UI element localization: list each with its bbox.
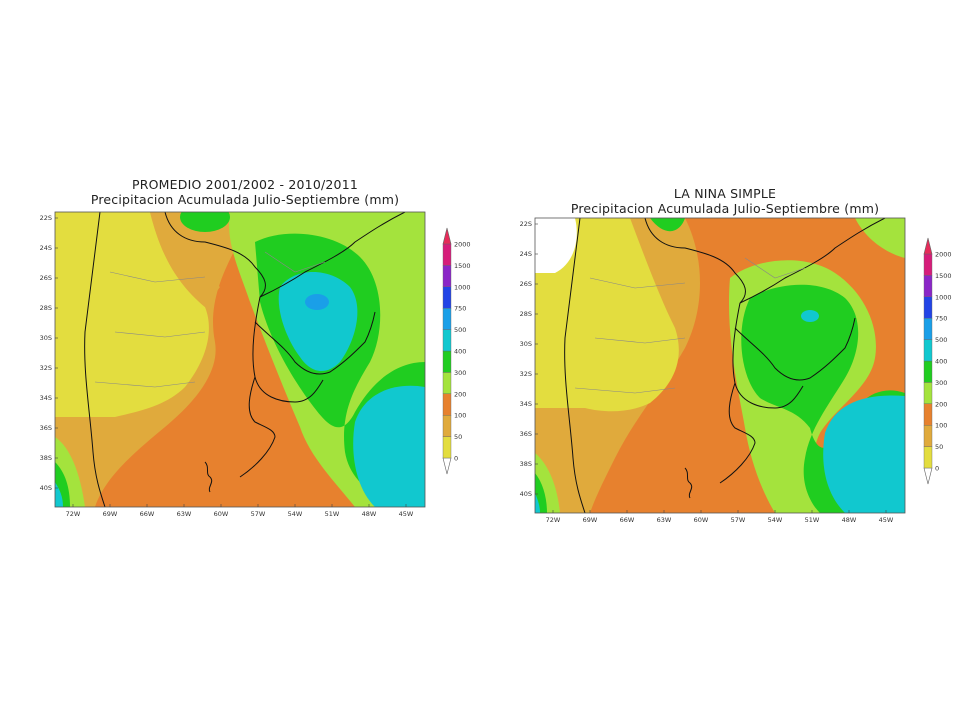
panel-promedio: PROMEDIO 2001/2002 - 2010/2011 Precipita…: [20, 170, 471, 530]
lat-tick-label: 36S: [40, 424, 52, 432]
lat-tick-label: 30S: [520, 340, 532, 348]
lat-tick-label: 32S: [520, 370, 532, 378]
colorbar-segment: [442, 243, 452, 266]
lat-tick-label: 40S: [40, 484, 52, 492]
colorbar-segment: [442, 393, 452, 416]
lon-tick-label: 60W: [214, 510, 229, 518]
colorbar-label: 50: [454, 433, 462, 441]
colorbar-segment: [442, 350, 452, 373]
lon-tick-label: 60W: [694, 516, 709, 524]
lat-tick-label: 36S: [520, 430, 532, 438]
colorbar-segment: [923, 382, 933, 404]
lat-tick-label: 28S: [520, 310, 532, 318]
lat-tick-label: 40S: [520, 490, 532, 498]
lon-tick-label: 63W: [177, 510, 192, 518]
colorbar-segment: [923, 317, 933, 340]
lon-tick-label: 57W: [251, 510, 266, 518]
lon-tick-label: 48W: [842, 516, 857, 524]
panel-subtitle: Precipitacion Acumulada Julio-Septiembre…: [90, 192, 400, 207]
colorbar-label: 1000: [935, 293, 952, 301]
colorbar-label: 50: [935, 443, 943, 451]
colorbar-segment: [923, 275, 933, 298]
colorbar-segment: [923, 424, 933, 447]
panel-la-nina: LA NINA SIMPLE Precipitacion Acumulada J…: [495, 180, 955, 540]
colorbar-segment: [442, 329, 452, 352]
lat-tick-label: 30S: [40, 334, 52, 342]
lat-tick-label: 34S: [40, 394, 52, 402]
colorbar-segment: [923, 339, 933, 362]
lat-tick-label: 22S: [40, 214, 52, 222]
colorbar-label: 400: [454, 348, 466, 356]
colorbar-label: 1500: [935, 272, 952, 280]
colorbar-segment: [923, 403, 933, 426]
colorbar-segment: [442, 436, 452, 459]
panel-subtitle: Precipitacion Acumulada Julio-Septiembre…: [570, 201, 880, 216]
lon-tick-label: 66W: [620, 516, 635, 524]
colorbar-label: 0: [454, 455, 458, 463]
colorbar-label: 200: [454, 390, 466, 398]
lat-tick-label: 24S: [40, 244, 52, 252]
colorbar-label: 1000: [454, 283, 471, 291]
lon-tick-label: 45W: [879, 516, 894, 524]
colorbar-segment: [442, 372, 452, 394]
colorbar-arrow-low: [923, 467, 933, 485]
colorbar-label: 500: [935, 336, 947, 344]
lat-tick-label: 38S: [40, 454, 52, 462]
colorbar-segment: [442, 414, 452, 437]
lat-tick-label: 22S: [520, 220, 532, 228]
lat-tick-label: 26S: [520, 280, 532, 288]
colorbar-arrow-low: [442, 457, 452, 475]
colorbar-arrow-high: [923, 237, 933, 255]
colorbar-label: 1500: [454, 262, 471, 270]
lon-tick-label: 48W: [362, 510, 377, 518]
colorbar-segment: [923, 360, 933, 383]
precipitation-map: 22S 24S 26S 28S 30S 32S 34S 36S 38S 40S 72W 69W 66W 6…: [520, 217, 906, 524]
colorbar-label: 100: [935, 422, 947, 430]
lon-tick-label: 69W: [583, 516, 598, 524]
lon-tick-label: 66W: [140, 510, 155, 518]
colorbar-arrow-high: [442, 227, 452, 245]
panel-title: PROMEDIO 2001/2002 - 2010/2011: [132, 177, 358, 192]
lat-tick-label: 32S: [40, 364, 52, 372]
colorbar-label: 0: [935, 465, 939, 473]
lat-tick-label: 38S: [520, 460, 532, 468]
colorbar-segment: [923, 253, 933, 276]
lon-tick-label: 57W: [731, 516, 746, 524]
lat-tick-label: 24S: [520, 250, 532, 258]
lat-tick-label: 34S: [520, 400, 532, 408]
lon-tick-label: 72W: [66, 510, 81, 518]
colorbar: 0 50 100 200 300 400 500 750 1000 1500 2000: [442, 227, 471, 475]
colorbar-segment: [923, 296, 933, 319]
colorbar-label: 400: [935, 358, 947, 366]
lon-tick-label: 72W: [546, 516, 561, 524]
colorbar-label: 300: [935, 379, 947, 387]
lat-tick-label: 26S: [40, 274, 52, 282]
colorbar-label: 750: [454, 305, 466, 313]
precipitation-map: 22S 24S 26S 28S 30S 32S 34S 36S 38S 40S 72W 69W 66W 6…: [40, 211, 426, 518]
colorbar-label: 750: [935, 315, 947, 323]
lon-tick-label: 54W: [288, 510, 303, 518]
lon-tick-label: 69W: [103, 510, 118, 518]
panel-title: LA NINA SIMPLE: [673, 186, 777, 201]
colorbar-label: 100: [454, 412, 466, 420]
colorbar: 0 50 100 200 300 400 500 750 1000 1500 2000: [923, 237, 952, 485]
colorbar-segment: [442, 286, 452, 309]
lon-tick-label: 63W: [657, 516, 672, 524]
colorbar-label: 2000: [935, 251, 952, 259]
lon-tick-label: 51W: [325, 510, 340, 518]
lon-tick-label: 51W: [805, 516, 820, 524]
colorbar-segment: [923, 446, 933, 469]
lon-tick-label: 54W: [768, 516, 783, 524]
lon-tick-label: 45W: [399, 510, 414, 518]
colorbar-label: 200: [935, 400, 947, 408]
colorbar-label: 500: [454, 326, 466, 334]
lat-tick-label: 28S: [40, 304, 52, 312]
colorbar-label: 2000: [454, 241, 471, 249]
colorbar-segment: [442, 265, 452, 288]
colorbar-label: 300: [454, 369, 466, 377]
colorbar-segment: [442, 307, 452, 330]
